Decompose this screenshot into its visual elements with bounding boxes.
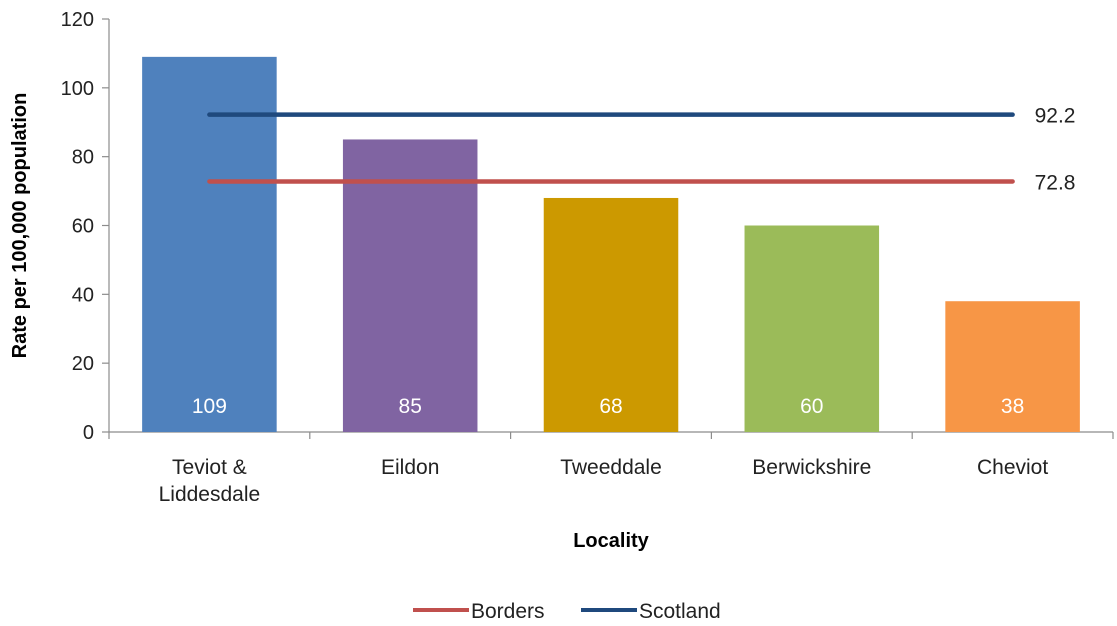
y-axis-title: Rate per 100,000 population xyxy=(9,93,31,359)
bars: 109 85 68 60 38 xyxy=(142,56,1080,433)
bar xyxy=(142,56,277,432)
bar xyxy=(945,301,1080,432)
legend: Borders Scotland xyxy=(413,600,721,623)
reference-lines: 92.2 72.8 xyxy=(207,105,1076,194)
x-category-label: Cheviot xyxy=(977,456,1048,479)
y-tick-label: 80 xyxy=(72,147,94,169)
bar-data-label: 85 xyxy=(399,395,422,418)
reference-line-label-scotland: 92.2 xyxy=(1035,105,1076,128)
reference-line-label-borders: 72.8 xyxy=(1035,171,1076,194)
bar xyxy=(744,225,880,432)
legend-label-scotland: Scotland xyxy=(639,600,721,623)
x-axis-labels: Teviot & Liddesdale Eildon Tweeddale Berwick… xyxy=(159,456,1049,506)
y-tick-label: 60 xyxy=(72,216,94,238)
y-tick-label: 100 xyxy=(61,78,94,100)
bar xyxy=(543,197,679,432)
x-category-label: Teviot & Liddesdale xyxy=(159,456,261,506)
y-axis-ticks: 0 20 40 60 80 100 120 xyxy=(61,9,109,444)
bar-data-label: 60 xyxy=(800,395,823,418)
legend-label-borders: Borders xyxy=(471,600,545,623)
x-category-label: Tweeddale xyxy=(560,456,662,479)
y-tick-label: 20 xyxy=(72,353,94,375)
bar xyxy=(342,139,478,433)
y-tick-label: 0 xyxy=(83,422,94,444)
x-axis-title: Locality xyxy=(573,530,649,552)
x-category-label: Eildon xyxy=(381,456,439,479)
bar-data-label: 68 xyxy=(599,395,622,418)
x-category-label: Berwickshire xyxy=(752,456,871,479)
y-tick-label: 120 xyxy=(61,9,94,31)
bar-data-label: 109 xyxy=(192,395,227,418)
y-tick-label: 40 xyxy=(72,284,94,306)
bar-data-label: 38 xyxy=(1001,395,1024,418)
